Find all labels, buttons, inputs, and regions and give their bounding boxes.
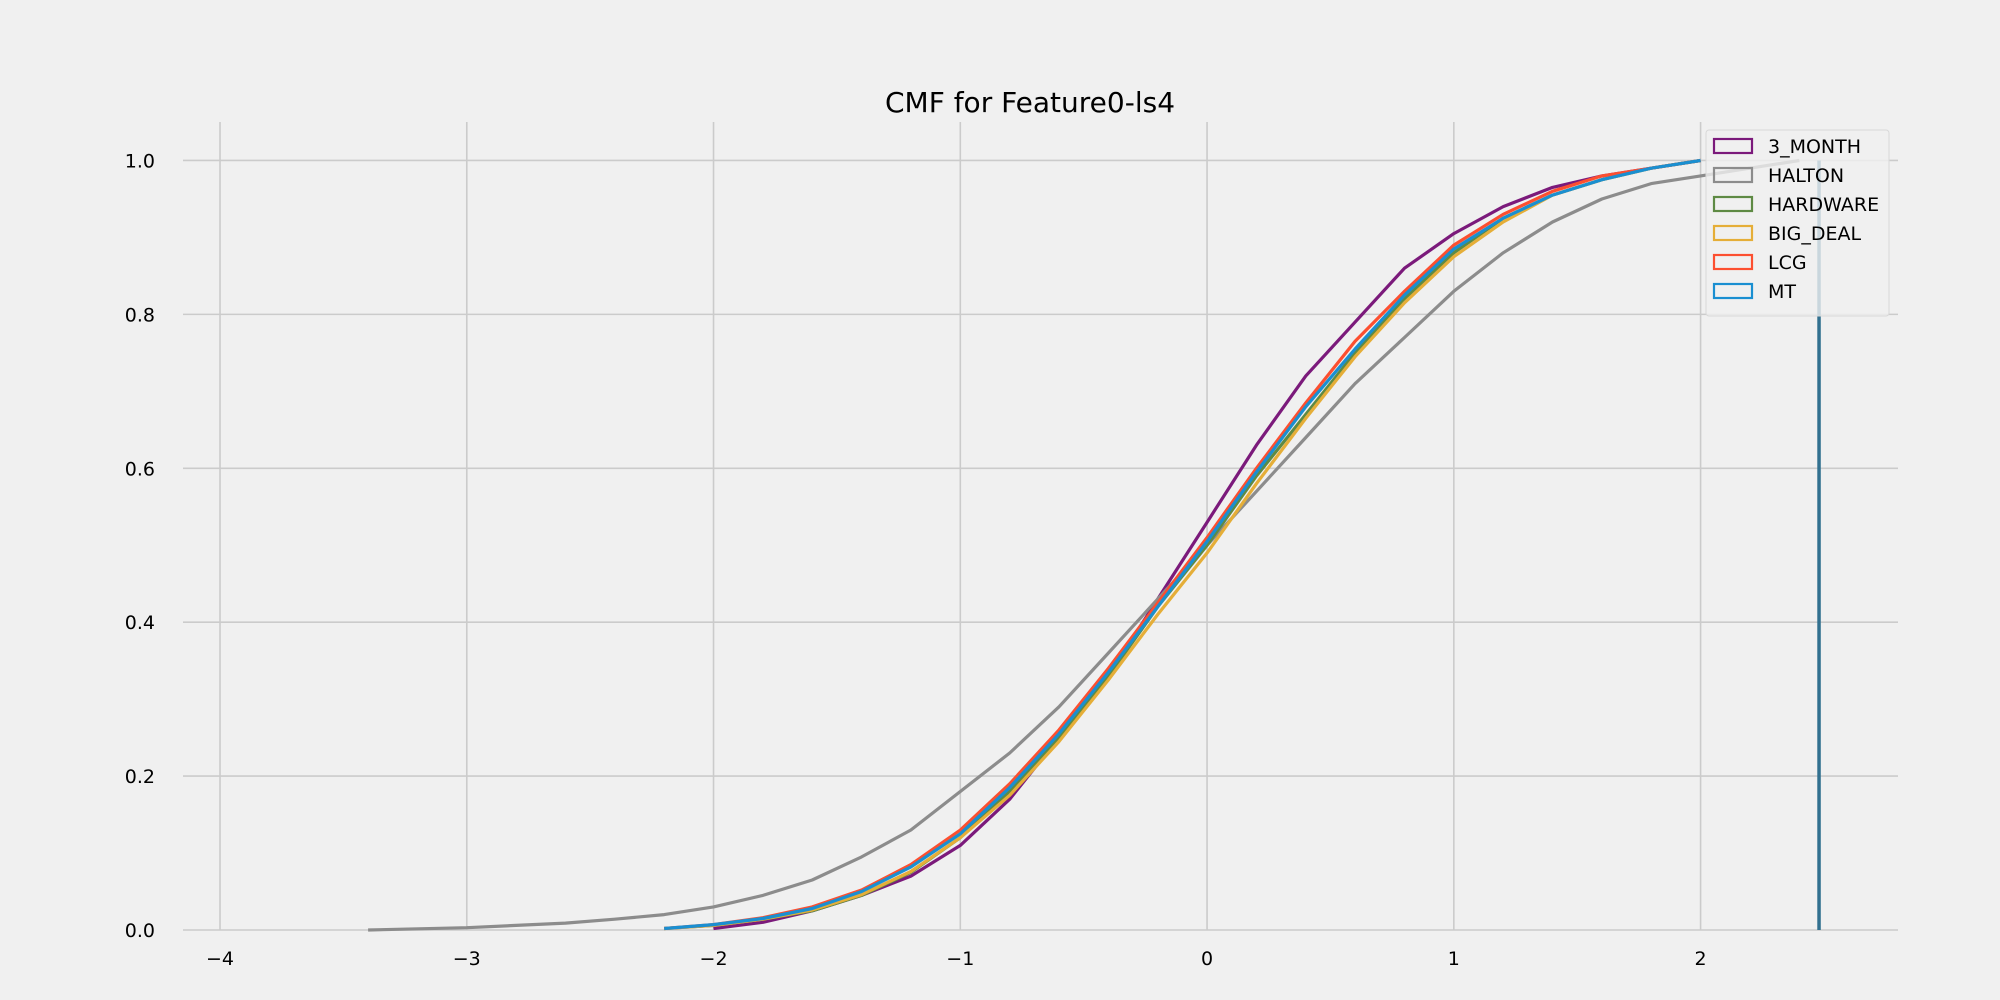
x-tick-label: 1 bbox=[1448, 948, 1460, 970]
legend-swatch bbox=[1712, 166, 1754, 184]
y-tick-label: 0.4 bbox=[125, 612, 155, 634]
y-tick-label: 0.0 bbox=[125, 920, 155, 942]
series-line-big-deal bbox=[664, 158, 1701, 931]
legend: 3_MONTH HALTON HARDWARE BIG_DEAL LCG MT bbox=[1705, 129, 1890, 317]
x-tick-label: −3 bbox=[453, 948, 481, 970]
x-tick-label: −2 bbox=[700, 948, 728, 970]
series-line-halton bbox=[368, 158, 1800, 932]
axis-ticks: −4 −3 −2 −1 0 1 2 0.0 0.2 0.4 0.6 0.8 1.0 bbox=[125, 150, 1707, 970]
chart-title: CMF for Feature0-ls4 bbox=[885, 86, 1175, 119]
series-line-lcg bbox=[664, 158, 1701, 931]
y-tick-label: 0.2 bbox=[125, 766, 155, 788]
legend-label: BIG_DEAL bbox=[1768, 223, 1861, 245]
x-tick-label: 0 bbox=[1201, 948, 1213, 970]
series-line-mt bbox=[664, 158, 1701, 931]
y-tick-label: 1.0 bbox=[125, 150, 155, 172]
series-lines bbox=[368, 158, 1800, 932]
legend-swatch bbox=[1712, 253, 1754, 271]
y-tick-label: 0.6 bbox=[125, 458, 155, 480]
legend-swatch bbox=[1712, 224, 1754, 242]
x-tick-label: 2 bbox=[1695, 948, 1707, 970]
y-tick-label: 0.8 bbox=[125, 304, 155, 326]
legend-label: 3_MONTH bbox=[1768, 136, 1861, 158]
x-tick-label: −1 bbox=[946, 948, 974, 970]
series-line-hardware bbox=[664, 158, 1701, 931]
legend-label: HARDWARE bbox=[1768, 194, 1879, 216]
legend-label: HALTON bbox=[1768, 165, 1844, 187]
legend-swatch bbox=[1712, 282, 1754, 300]
legend-label: MT bbox=[1768, 281, 1796, 303]
grid bbox=[183, 122, 1898, 931]
legend-swatch bbox=[1712, 137, 1754, 155]
legend-label: LCG bbox=[1768, 252, 1807, 274]
x-tick-label: −4 bbox=[206, 948, 234, 970]
legend-swatch bbox=[1712, 195, 1754, 213]
